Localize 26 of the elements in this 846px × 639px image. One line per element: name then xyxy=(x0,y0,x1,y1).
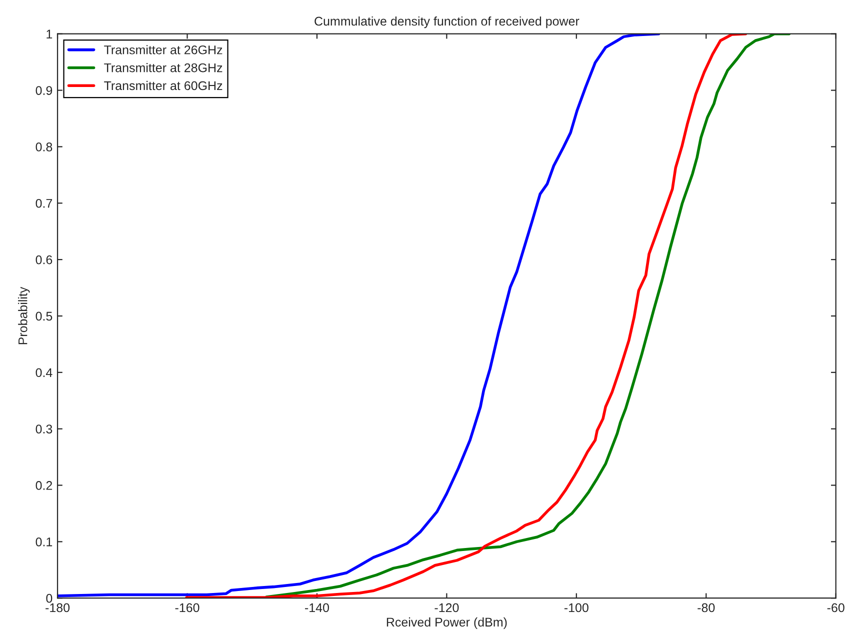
x-tick-label: -160 xyxy=(175,603,200,612)
y-tick-label: 0.8 xyxy=(36,142,52,152)
x-tick-label: -80 xyxy=(698,603,715,612)
y-tick-label: 0.1 xyxy=(36,537,52,546)
y-tick-label: 0.3 xyxy=(36,424,52,434)
y-tick-label: 0 xyxy=(46,594,52,603)
x-tick-label: -180 xyxy=(46,603,70,612)
y-tick-label: 0.5 xyxy=(36,312,52,321)
x-tick-label: -120 xyxy=(434,603,459,612)
x-tick-label: -100 xyxy=(564,603,588,612)
y-axis-title: Probability xyxy=(18,286,30,344)
y-tick-label: 0.2 xyxy=(36,481,52,490)
y-tick-label: 0.6 xyxy=(36,255,52,264)
line-series xyxy=(185,34,748,598)
x-axis-title: Rceived Power (dBm) xyxy=(386,617,507,630)
x-tick-label: -60 xyxy=(827,603,844,612)
legend-label: Transmitter at 26GHz xyxy=(104,45,222,54)
legend-label: Transmitter at 28GHz xyxy=(104,63,222,72)
y-tick-label: 0.9 xyxy=(36,86,52,95)
chart-title: Cummulative density function of received power xyxy=(314,16,580,28)
y-tick-label: 0.4 xyxy=(36,368,52,378)
y-tick-label: 1 xyxy=(46,30,52,38)
line-series xyxy=(264,34,791,598)
x-tick-label: -140 xyxy=(305,603,329,612)
y-tick-label: 0.7 xyxy=(36,198,52,208)
legend-label: Transmitter at 60GHz xyxy=(104,80,222,90)
